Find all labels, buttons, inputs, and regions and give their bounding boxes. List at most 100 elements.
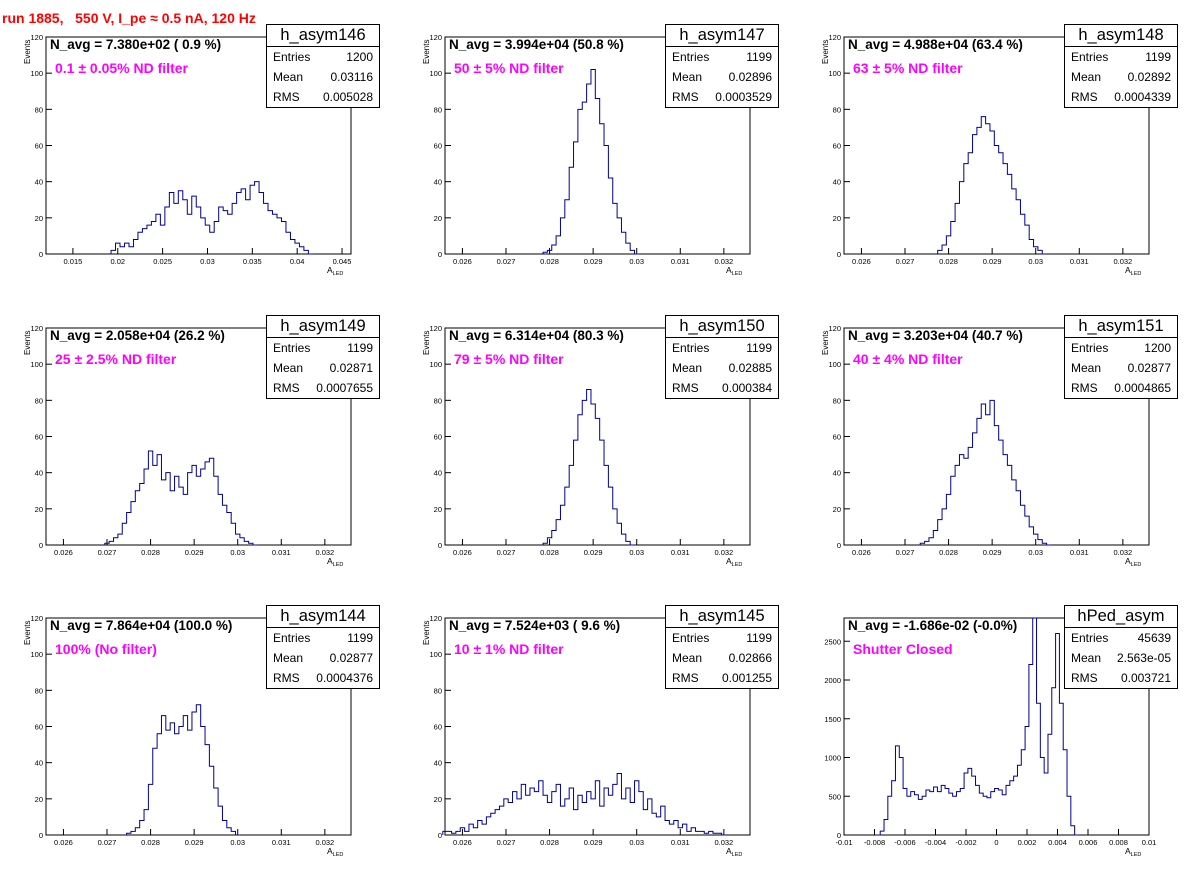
stats-row: RMS 0.000384 [666,378,778,398]
histogram-bin [983,796,987,835]
y-tick-label: 60 [434,723,442,732]
stats-label: Mean [1071,361,1102,375]
x-tick-label: 0.031 [272,838,291,847]
histogram-bin [114,538,118,545]
stats-value: 0.0004865 [1114,381,1171,395]
x-axis-label-subscript: LED [731,562,743,568]
histogram-bin [201,469,205,545]
y-tick-label: 80 [434,396,442,405]
histogram-bin [990,131,994,254]
stats-row: Mean 0.02866 [666,648,778,668]
histogram-bin [600,440,604,545]
histogram-bin [937,792,941,835]
histogram-bin [938,520,942,545]
histogram-bin [192,196,196,254]
stats-label: Mean [672,651,703,665]
histogram-bin [941,785,945,835]
histogram-bin [255,182,259,254]
navg-label: N_avg = 7.524e+03 ( 9.6 %) [449,618,621,633]
stats-label: RMS [273,90,300,104]
histogram-bin [1048,734,1052,835]
histogram-bin [170,491,174,545]
stats-label: Entries [273,341,311,355]
histogram-bin [552,245,556,254]
x-tick-label: 0.029 [983,257,1002,266]
x-tick-label: 0.025 [153,257,172,266]
x-tick-label: 0.032 [1113,548,1132,557]
histogram-bin [526,795,530,835]
histogram-bin [938,250,942,254]
filter-label: 63 ± 5% ND filter [853,60,963,76]
histogram-bin [942,245,946,254]
histogram-bin [1020,505,1024,545]
stats-label: Entries [672,50,710,64]
histogram-bin [595,781,599,835]
y-tick-label: 1500 [824,715,841,724]
histogram-bin [972,776,976,835]
stats-row: Mean 0.02877 [1065,358,1177,378]
stats-row: Mean 2.563e-05 [1065,648,1177,668]
histogram-bin [626,541,630,545]
histogram-bin [157,455,161,545]
y-tick-label: 60 [35,723,43,732]
y-tick-label: 40 [35,759,43,768]
histogram-bin [469,824,473,835]
histogram-bin [250,185,254,254]
x-tick-label: 0.026 [852,548,871,557]
histogram-bin [232,203,236,254]
x-tick-label: 0.026 [453,838,472,847]
histogram-bin [1012,480,1016,545]
histogram-bin [600,124,604,254]
stats-box: hPed_asym Entries 45639 Mean 2.563e-05 RMS 0.0… [1064,605,1178,689]
stats-row: Entries 1200 [1065,338,1177,358]
histogram-bin [165,207,169,254]
stats-box: h_asym149 Entries 1199 Mean 0.02871 RMS 0.0007… [266,315,380,399]
x-tick-label: 0.026 [54,838,73,847]
histogram-outline [937,116,1047,255]
histogram-bin [201,218,205,254]
histogram-panel: 0.026 0.027 0.028 0.029 0.03 0.031 0.032 0 20 40 6… [399,0,797,290]
histogram-bin [1016,491,1020,545]
histogram-name: hPed_asym [1065,606,1177,628]
histogram-bin [486,817,490,835]
histogram-plot: 0.026 0.027 0.028 0.029 0.03 0.031 0.032 0 20 40 6… [429,614,751,847]
histogram-bin [979,793,983,835]
y-tick-label: 40 [434,469,442,478]
x-axis-label-main: A [1125,846,1131,856]
histogram-bin [1014,776,1018,835]
histogram-bin [994,426,998,545]
y-tick-label: 120 [828,33,841,42]
x-axis-label-subscript: LED [1130,562,1142,568]
stats-value: 1199 [746,631,772,645]
histogram-bin [517,799,521,835]
y-axis-label: Events [422,620,431,645]
y-tick-label: 120 [30,614,43,623]
histogram-bin [1040,758,1044,836]
histogram-bin [617,523,621,545]
x-axis-label-subscript: LED [332,271,344,277]
histogram-bin [1010,781,1014,835]
x-axis-label: ALED [327,556,343,568]
histogram-bin [174,203,178,254]
histogram-name: h_asym145 [666,606,778,628]
x-tick-label: 0.031 [1070,548,1089,557]
histogram-bin [926,790,930,835]
histogram-bin [591,404,595,545]
histogram-bin [508,802,512,835]
histogram-bin [626,788,630,835]
x-tick-label: 0.02 [110,257,125,266]
histogram-bin [241,189,245,254]
histogram-bin [968,153,972,254]
histogram-plot: 0.026 0.027 0.028 0.029 0.03 0.031 0.032 0 20 40 6… [30,324,352,557]
x-tick-label: 0.029 [584,548,603,557]
histogram-bin [968,447,972,545]
x-axis-label-subscript: LED [1130,852,1142,858]
y-tick-label: 60 [434,433,442,442]
histogram-panel: 0.026 0.027 0.028 0.029 0.03 0.031 0.032 0 20 40 6… [798,0,1196,290]
x-tick-label: 0.01 [1142,838,1157,847]
histogram-bin [578,415,582,545]
histogram-bin [587,389,591,545]
histogram-bin [1002,795,1006,835]
y-tick-label: 20 [35,214,43,223]
stats-row: RMS 0.0004865 [1065,378,1177,398]
